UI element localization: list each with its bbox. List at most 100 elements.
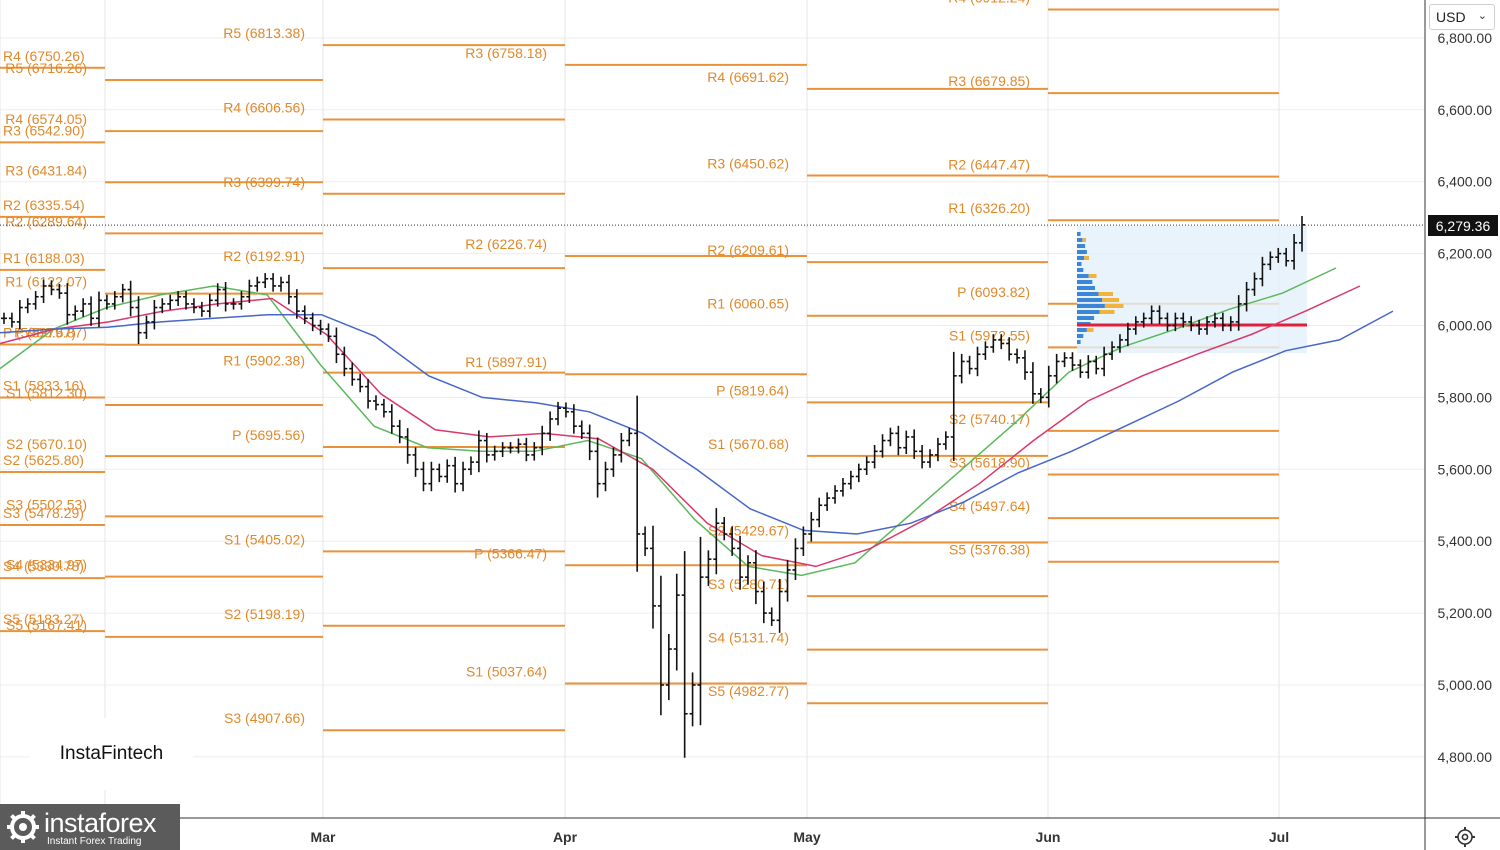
ohlc-bar <box>657 575 664 716</box>
ohlc-bar <box>119 283 126 303</box>
pivot-label: S2 (5198.19) <box>224 606 305 622</box>
y-tick-label: 6,000.00 <box>1438 318 1493 334</box>
y-tick-label: 6,800.00 <box>1438 30 1493 46</box>
ohlc-bar <box>103 294 110 310</box>
ohlc-bar <box>1219 312 1226 332</box>
gear-icon[interactable] <box>1453 825 1477 849</box>
pivot-label: R5 (6716.26) <box>5 60 87 76</box>
watermark: InstaFintech <box>30 718 193 790</box>
ohlc-bar <box>642 526 649 556</box>
profile-bar-up <box>1104 304 1124 308</box>
ohlc-bar <box>966 355 973 375</box>
ohlc-bar <box>40 279 47 304</box>
pivot-label: S5 (5183.27) <box>3 611 84 627</box>
ohlc-bar <box>499 442 506 457</box>
pivot-label: R1 (5897.91) <box>465 354 547 370</box>
ohlc-bar <box>1109 341 1116 360</box>
profile-bar <box>1077 298 1103 302</box>
y-tick-label: 4,800.00 <box>1438 749 1493 765</box>
ohlc-bar <box>1014 348 1021 364</box>
ohlc-bar <box>151 299 158 330</box>
ohlc-bar <box>824 492 831 511</box>
ohlc-bar <box>238 291 245 310</box>
pivot-label: R4 (6574.05) <box>5 111 87 127</box>
pivot-label: R4 (6750.26) <box>3 48 85 64</box>
ohlc-bar <box>1235 295 1242 331</box>
currency-select[interactable]: USD ⌄ <box>1429 4 1495 30</box>
ohlc-bar <box>1196 319 1203 335</box>
pivot-label: R4 (6606.56) <box>223 99 305 115</box>
ohlc-bar <box>222 282 229 312</box>
ohlc-bar <box>555 401 562 426</box>
pivot-label: S1 (5833.16) <box>3 377 84 393</box>
ohlc-bar <box>317 319 324 335</box>
ohlc-bar <box>1045 365 1052 408</box>
ohlc-bar <box>436 463 443 483</box>
ohlc-bar <box>372 395 379 411</box>
profile-bar <box>1077 280 1093 284</box>
pivot-label: S4 (5131.74) <box>708 630 789 646</box>
ohlc-bar <box>792 538 799 581</box>
pivot-label: R3 (6399.74) <box>223 174 305 190</box>
ohlc-bar <box>578 420 585 440</box>
pivot-label: R1 (6188.03) <box>3 250 85 266</box>
ohlc-bar <box>301 305 308 324</box>
ohlc-bar <box>1243 282 1250 312</box>
ohlc-bar <box>1148 305 1155 324</box>
ohlc-bar <box>927 449 934 468</box>
pivot-label: P (5979.87) <box>14 325 87 341</box>
ohlc-bar <box>1188 316 1195 332</box>
pivot-label: R1 (5902.38) <box>223 353 305 369</box>
ohlc-bar <box>467 456 474 475</box>
profile-bar-up <box>1086 328 1094 332</box>
pivot-label: S4 (5330.78) <box>3 558 84 574</box>
ohlc-bar <box>1085 355 1092 379</box>
ohlc-bar <box>1140 312 1147 328</box>
ohlc-bar <box>167 294 174 310</box>
profile-bar <box>1077 340 1081 344</box>
ohlc-bar <box>863 456 870 475</box>
ohlc-bar <box>159 298 166 314</box>
ohlc-bar <box>64 283 71 325</box>
ohlc-bar <box>380 398 387 418</box>
ohlc-bar <box>919 445 926 469</box>
ohlc-bar <box>278 276 285 292</box>
ohlc-bar <box>1156 305 1163 324</box>
ohlc-bar <box>491 445 498 461</box>
value-area-box <box>1077 226 1307 353</box>
grid <box>0 0 1425 818</box>
ohlc-bar <box>895 425 902 456</box>
ohlc-bar <box>1029 362 1036 404</box>
ohlc-bar <box>1093 355 1100 375</box>
ohlc-bar <box>1132 316 1139 335</box>
pivot-label: S2 (5429.67) <box>708 523 789 539</box>
ohlc-bar <box>911 429 918 459</box>
ohlc-bar <box>24 298 31 314</box>
pivot-label: R3 (6758.18) <box>465 45 547 61</box>
pivot-label: R3 (6679.85) <box>948 73 1030 89</box>
ohlc-bars <box>1 216 1305 758</box>
pivot-label: R2 (6289.64) <box>5 213 87 229</box>
pivot-label: S3 (5478.29) <box>3 505 84 521</box>
profile-bar <box>1077 334 1084 338</box>
ohlc-bar <box>341 346 348 377</box>
ohlc-bar <box>808 512 815 542</box>
ohlc-bar <box>32 291 39 310</box>
ohlc-bar <box>452 456 459 493</box>
x-tick-label: Jun <box>1036 829 1061 845</box>
ohlc-bar <box>832 485 839 504</box>
ohlc-bar <box>428 461 435 492</box>
moving-averages <box>0 267 1394 577</box>
ohlc-bar <box>768 607 775 626</box>
ohlc-bar <box>420 461 427 492</box>
ohlc-bar <box>839 478 846 497</box>
ohlc-bar <box>1275 247 1282 263</box>
ohlc-bar <box>1227 316 1234 332</box>
ohlc-bar <box>610 447 617 477</box>
ohlc-bar <box>460 461 467 492</box>
pivot-label: R5 (6813.38) <box>223 25 305 41</box>
ohlc-bar <box>705 550 712 586</box>
pivot-label: S4 (5497.64) <box>949 498 1030 514</box>
ohlc-bar <box>190 298 197 314</box>
